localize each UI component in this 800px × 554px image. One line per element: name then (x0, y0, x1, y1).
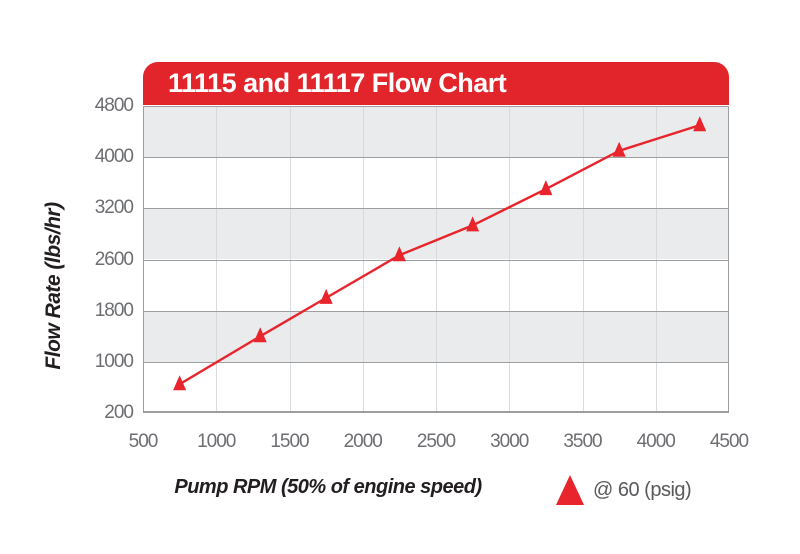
plot-area (143, 106, 729, 413)
x-tick-label: 4000 (636, 431, 676, 452)
y-tick-label: 2600 (94, 248, 134, 270)
data-point-triangle-marker (392, 246, 406, 262)
x-axis-title: Pump RPM (50% of engine speed) (174, 476, 482, 498)
x-tick-label: 1500 (270, 431, 309, 452)
horizontal-gridline (143, 259, 729, 261)
data-point-triangle-marker (319, 288, 333, 304)
y-axis-title: Flow Rate (lbs/hr) (42, 202, 65, 370)
y-tick-label: 4000 (94, 146, 134, 168)
chart-title: 11115 and 11117 Flow Chart (168, 68, 507, 98)
x-tick-label: 3000 (490, 431, 529, 452)
x-tick-label: 4500 (709, 431, 749, 452)
horizontal-gridline (143, 361, 729, 363)
legend-label: @ 60 (psig) (593, 478, 692, 501)
y-tick-label: 1800 (94, 299, 134, 321)
legend-marker-triangle-icon (556, 475, 584, 505)
chart-title-banner: 11115 and 11117 Flow Chart (143, 62, 729, 105)
data-point-triangle-marker (539, 180, 553, 196)
x-tick-label: 500 (128, 431, 159, 452)
data-point-triangle-marker (693, 116, 707, 132)
horizontal-gridline (143, 157, 729, 159)
legend: @ 60 (psig) (556, 475, 692, 505)
x-tick-label: 3500 (563, 431, 602, 452)
flow-line-series (173, 116, 707, 391)
x-tick-label: 1000 (197, 431, 236, 452)
y-tick-label: 1000 (94, 350, 134, 372)
data-point-triangle-marker (173, 375, 187, 391)
horizontal-gridline (143, 310, 729, 312)
data-point-triangle-marker (612, 141, 626, 157)
horizontal-gridline (143, 208, 729, 210)
horizontal-gridline (143, 106, 729, 107)
y-tick-label: 200 (104, 402, 134, 423)
series-line (178, 124, 701, 386)
y-tick-label: 4800 (94, 95, 134, 116)
x-tick-label: 2000 (343, 431, 383, 452)
x-tick-label: 2500 (416, 431, 456, 452)
y-tick-label: 3200 (94, 197, 134, 219)
data-point-triangle-marker (253, 327, 267, 343)
data-point-triangle-marker (466, 216, 480, 232)
